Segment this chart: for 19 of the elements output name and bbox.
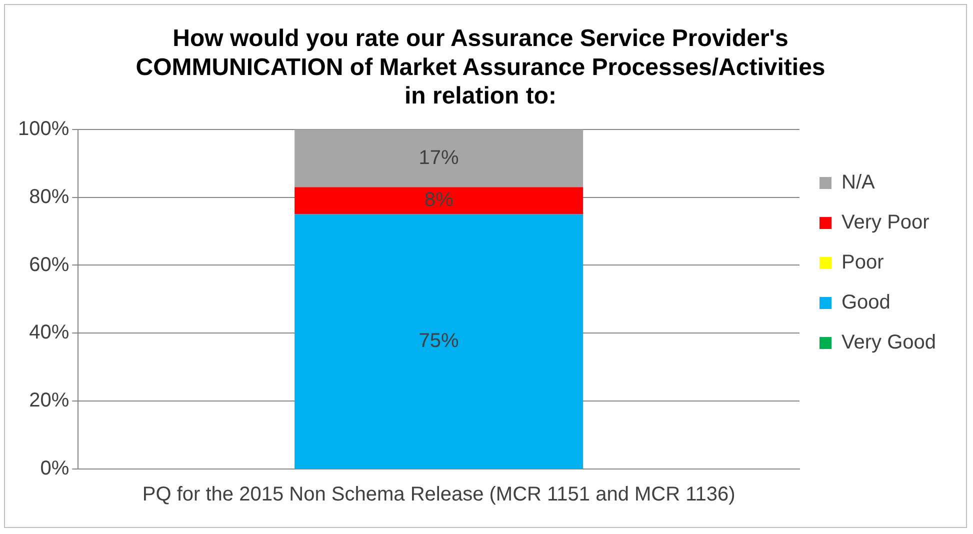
x-tick-label: PQ for the 2015 Non Schema Release (MCR 1151 and MCR 1136) bbox=[142, 484, 736, 506]
y-tick-label: 20% bbox=[29, 390, 70, 412]
legend-label: Poor bbox=[842, 252, 884, 274]
y-tick-label: 60% bbox=[29, 254, 70, 276]
bar bbox=[294, 187, 584, 214]
data-label: 8% bbox=[424, 189, 454, 212]
chart-title: How would you rate our Assurance Service Provider's COMMUNICATION of Market Assurance Processes/Activities in relation to: bbox=[136, 25, 826, 110]
bar bbox=[294, 129, 584, 188]
data-label: 75% bbox=[418, 330, 460, 352]
legend-label: Good bbox=[842, 292, 890, 314]
legend-label: Very Good bbox=[842, 332, 936, 354]
bar bbox=[294, 214, 584, 468]
y-tick-label: 100% bbox=[18, 118, 70, 140]
legend-label: N/A bbox=[842, 172, 876, 194]
data-label: 17% bbox=[418, 146, 460, 169]
y-tick-label: 0% bbox=[40, 458, 70, 480]
y-tick-label: 80% bbox=[29, 186, 70, 208]
legend-label: Very Poor bbox=[842, 212, 930, 234]
y-tick-label: 40% bbox=[29, 322, 70, 344]
